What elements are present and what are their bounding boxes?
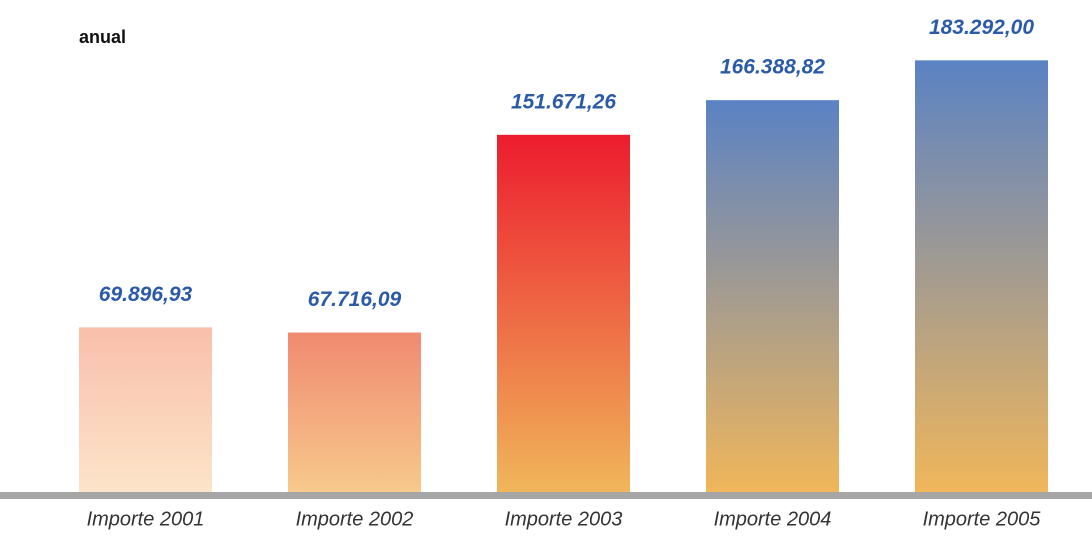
x-tick-label: Importe 2003	[505, 508, 623, 530]
bar	[79, 327, 212, 492]
bar	[915, 60, 1048, 492]
chart-subtitle: anual	[79, 27, 126, 47]
value-label: 183.292,00	[929, 16, 1034, 39]
x-tick-label: Importe 2002	[296, 508, 414, 530]
x-tick-label: Importe 2004	[714, 508, 832, 530]
bar	[288, 332, 421, 492]
value-label: 69.896,93	[99, 283, 193, 306]
value-label: 166.388,82	[720, 56, 825, 79]
x-tick-label: Importe 2001	[87, 508, 205, 530]
value-label: 67.716,09	[308, 288, 402, 311]
bar	[497, 134, 630, 492]
baseline	[0, 492, 1092, 499]
bar	[706, 100, 839, 492]
x-tick-label: Importe 2005	[923, 508, 1042, 530]
value-label: 151.671,26	[511, 90, 616, 113]
